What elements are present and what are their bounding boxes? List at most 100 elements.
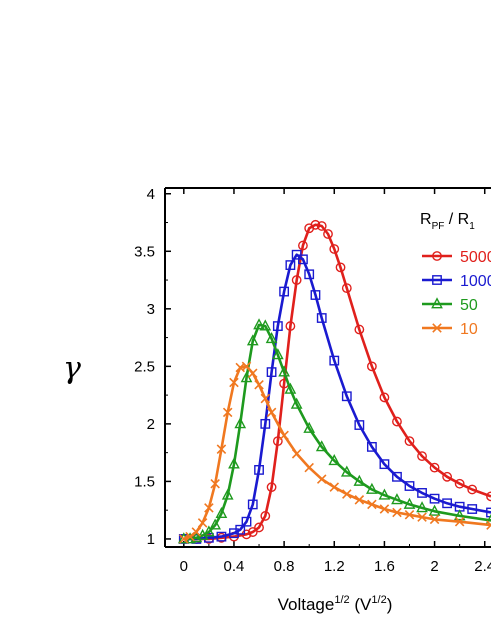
data-point xyxy=(272,321,283,331)
data-point xyxy=(247,499,258,510)
legend-title-main: R xyxy=(420,211,432,228)
data-point xyxy=(259,319,272,331)
y-tick-label: 1 xyxy=(147,531,155,548)
series-line xyxy=(183,223,491,541)
data-point xyxy=(279,430,289,441)
data-point xyxy=(304,269,315,280)
data-point xyxy=(291,449,302,459)
data-point xyxy=(429,462,440,473)
data-point xyxy=(329,482,340,492)
plot-area xyxy=(164,187,491,548)
x-axis-label-unit-close: ) xyxy=(387,595,393,614)
data-point xyxy=(342,489,352,499)
legend-label: 50 xyxy=(460,297,478,314)
x-axis-label-main: Voltage xyxy=(278,595,335,614)
legend-title: RPF / R1 xyxy=(420,211,475,232)
data-point xyxy=(215,506,228,519)
data-point xyxy=(298,240,308,251)
data-point xyxy=(328,454,341,466)
data-point xyxy=(315,440,328,452)
data-point xyxy=(266,407,277,418)
data-point xyxy=(404,436,415,447)
legend-label: 1000 xyxy=(460,273,491,290)
data-point xyxy=(304,462,314,473)
data-point xyxy=(316,313,327,323)
y-tick-label: 1.5 xyxy=(134,473,155,490)
data-point xyxy=(329,244,340,254)
x-axis-label-unit-open: (V xyxy=(350,595,372,614)
x-axis-label-sup: 1/2 xyxy=(334,594,349,606)
data-point xyxy=(442,498,453,509)
x-tick-label: 1.6 xyxy=(374,558,395,575)
data-point xyxy=(278,365,290,377)
data-point xyxy=(260,418,271,429)
data-point xyxy=(290,397,303,409)
data-point xyxy=(378,488,391,500)
data-point xyxy=(285,260,296,270)
data-point xyxy=(454,516,465,527)
data-point xyxy=(191,527,202,537)
data-point xyxy=(254,465,264,475)
legend-marker xyxy=(432,275,442,285)
data-point xyxy=(329,355,340,366)
data-point xyxy=(279,286,290,297)
data-point xyxy=(303,421,316,433)
legend-title-sub2: 1 xyxy=(469,221,475,232)
data-point xyxy=(392,416,402,427)
legend: 5000 1000 50 10 xyxy=(422,249,491,338)
data-point xyxy=(354,324,365,335)
x-tick-label: 2.4 xyxy=(474,558,491,575)
data-point xyxy=(284,382,297,394)
data-point xyxy=(379,392,390,403)
x-axis-label: Voltage1/2 (V1/2) xyxy=(278,594,393,614)
data-point xyxy=(229,528,239,539)
data-point xyxy=(247,527,258,537)
data-point xyxy=(335,262,346,273)
data-point xyxy=(379,504,390,514)
series-50 xyxy=(177,318,491,544)
data-point xyxy=(366,441,377,452)
data-point xyxy=(467,504,478,514)
data-point xyxy=(260,511,271,521)
data-point xyxy=(216,531,227,542)
data-point xyxy=(429,493,440,504)
data-point xyxy=(391,493,403,505)
x-axis-label-unit-sup: 1/2 xyxy=(371,594,386,606)
data-point xyxy=(453,509,466,521)
data-point xyxy=(403,497,416,509)
legend-item: 10 xyxy=(422,321,478,338)
series-layer xyxy=(177,219,491,544)
data-point xyxy=(353,474,366,486)
data-point xyxy=(221,488,234,500)
data-point xyxy=(271,348,284,360)
data-point xyxy=(266,482,277,493)
x-tick-label: 0.4 xyxy=(224,558,245,575)
x-tick-label: 0.8 xyxy=(274,558,295,575)
data-point xyxy=(246,334,259,346)
data-point xyxy=(354,495,365,505)
data-point xyxy=(340,465,353,477)
legend-marker xyxy=(431,297,443,309)
y-tick-label: 2.5 xyxy=(134,358,155,375)
legend-item: 50 xyxy=(422,297,478,314)
data-point xyxy=(266,367,277,378)
data-point xyxy=(222,407,233,418)
legend-title-sub1: PF xyxy=(432,221,445,232)
legend-label: 10 xyxy=(460,321,478,338)
series-5000 xyxy=(178,219,491,544)
data-point xyxy=(316,474,327,484)
series-10 xyxy=(179,361,491,544)
data-point xyxy=(235,524,246,535)
data-point xyxy=(366,482,378,494)
legend-label: 5000 xyxy=(460,249,491,266)
data-point xyxy=(467,484,478,495)
x-tick-label: 0 xyxy=(180,558,188,575)
data-point xyxy=(298,254,308,265)
data-point xyxy=(341,283,352,294)
ticks: 0 0.4 0.8 1.2 1.6 2 2.4 1 1.5 2 2.5 3 3.5 4 xyxy=(134,186,491,575)
y-tick-label: 3 xyxy=(147,301,155,318)
data-point xyxy=(248,368,258,379)
data-point xyxy=(254,522,264,533)
data-point xyxy=(228,457,240,469)
